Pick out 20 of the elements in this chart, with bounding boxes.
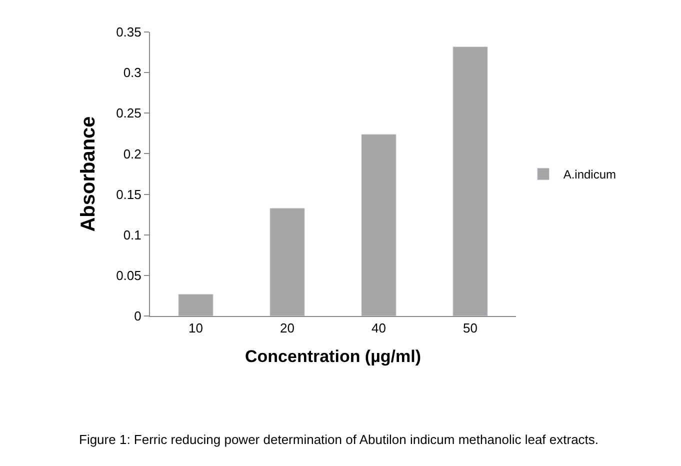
x-tick-label: 10 <box>188 320 203 336</box>
x-axis-title: Concentration (µg/ml) <box>244 347 422 366</box>
y-tick-label: 0.1 <box>123 227 142 242</box>
y-tick-label: 0.3 <box>123 65 142 80</box>
x-tick-label: 20 <box>280 320 294 336</box>
caption: Figure 1: Ferric reducing power determination of Abutilon indicum methanolic leaf extracts. <box>79 432 599 447</box>
x-tick-label: 50 <box>463 320 478 336</box>
bar <box>452 46 488 316</box>
y-tick-label: 0.05 <box>116 268 142 283</box>
y-tick-label: 0.15 <box>116 186 142 202</box>
y-tick-label: 0.35 <box>116 24 142 40</box>
y-axis-title: Absorbance <box>78 116 100 232</box>
bar <box>178 294 214 316</box>
legend-label: A.indicum <box>563 168 616 182</box>
bar <box>361 134 396 316</box>
x-tick-label: 40 <box>372 320 386 336</box>
y-tick-label: 0.25 <box>116 106 142 121</box>
y-tick-label: 0 <box>134 308 142 324</box>
y-tick-label: 0.2 <box>123 146 142 162</box>
bar <box>270 208 305 316</box>
